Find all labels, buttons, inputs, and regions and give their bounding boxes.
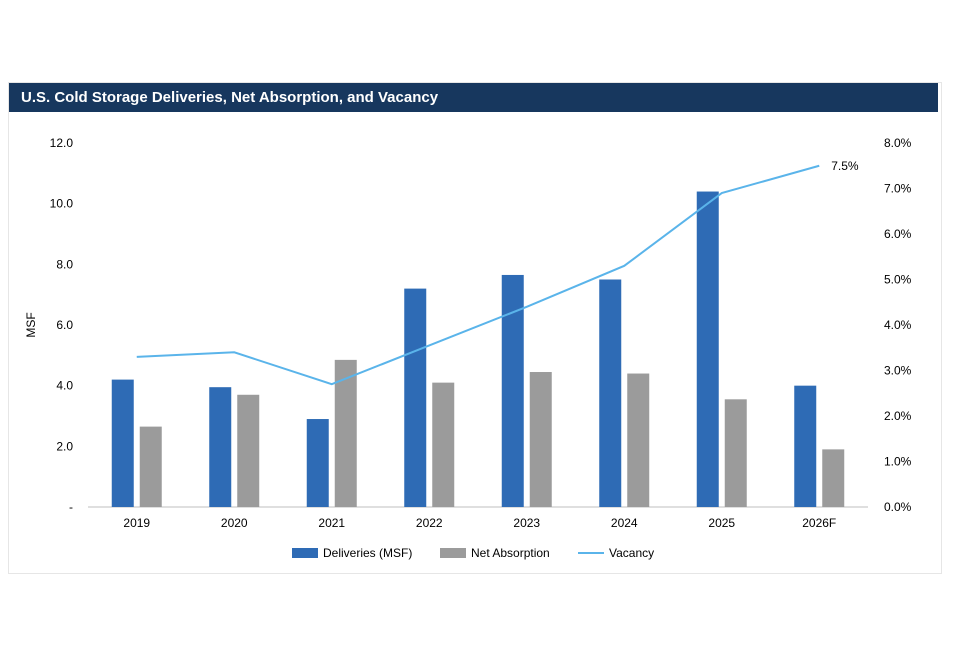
right-tick-label: 5.0% [884, 273, 912, 287]
bar-deliveries-msf-2026F [794, 385, 817, 507]
vacancy-line [136, 164, 820, 386]
bar-net-absorption-2026F [822, 449, 845, 507]
bar-deliveries-msf-2019 [111, 379, 134, 507]
left-tick-label: 10.0 [50, 197, 74, 211]
right-tick-label: 7.0% [884, 182, 912, 196]
x-tick-label: 2020 [221, 516, 248, 530]
left-tick-label: 4.0 [56, 379, 73, 393]
x-tick-label: 2026F [802, 516, 836, 530]
legend-label: Deliveries (MSF) [323, 546, 412, 560]
right-tick-label: 6.0% [884, 227, 912, 241]
right-tick-label: 8.0% [884, 136, 912, 150]
right-tick-label: 3.0% [884, 364, 912, 378]
right-axis-ticks: 0.0% 1.0% 2.0% 3.0% 4.0% 5.0% 6.0% 7.0% 8.0% [884, 136, 912, 514]
x-tick-label: 2023 [513, 516, 540, 530]
bar-deliveries-msf-2022 [404, 288, 427, 507]
bar-deliveries-msf-2023 [501, 274, 524, 507]
bar-net-absorption-2023 [529, 372, 552, 507]
left-tick-label: 6.0 [56, 318, 73, 332]
vacancy-annotation: 7.5% [831, 159, 859, 173]
bar-deliveries-msf-2024 [599, 279, 622, 507]
x-tick-label: 2025 [708, 516, 735, 530]
bar-deliveries-msf-2020 [209, 387, 232, 507]
right-tick-label: 2.0% [884, 409, 912, 423]
left-tick-label: 2.0 [56, 439, 73, 453]
legend-swatch [440, 548, 466, 558]
right-tick-label: 0.0% [884, 500, 912, 514]
x-tick-label: 2019 [123, 516, 150, 530]
left-axis-ticks: - 2.0 4.0 6.0 8.0 10.0 12.0 [50, 136, 74, 514]
bar-net-absorption-2021 [334, 359, 357, 507]
legend: Deliveries (MSF) Net Absorption Vacancy [292, 546, 654, 560]
left-tick-label: - [69, 500, 73, 514]
right-tick-label: 1.0% [884, 455, 912, 469]
bar-net-absorption-2020 [237, 394, 260, 507]
right-tick-label: 4.0% [884, 318, 912, 332]
chart-title: U.S. Cold Storage Deliveries, Net Absorp… [9, 83, 938, 112]
bar-net-absorption-2024 [627, 373, 650, 507]
line-group [136, 164, 820, 386]
legend-swatch [292, 548, 318, 558]
legend-label: Vacancy [609, 546, 654, 560]
bar-net-absorption-2025 [724, 399, 747, 507]
bar-net-absorption-2022 [432, 382, 455, 507]
left-tick-label: 8.0 [56, 257, 73, 271]
bar-deliveries-msf-2025 [696, 191, 719, 508]
x-tick-label: 2022 [416, 516, 443, 530]
bar-net-absorption-2019 [139, 426, 162, 507]
bars-group [111, 191, 845, 508]
legend-label: Net Absorption [471, 546, 550, 560]
left-tick-label: 12.0 [50, 136, 74, 150]
y-axis-label: MSF [24, 312, 38, 337]
x-tick-label: 2024 [611, 516, 638, 530]
x-axis-ticks: 2019 2020 2021 2022 2023 2024 2025 2026F [123, 516, 836, 530]
x-tick-label: 2021 [318, 516, 345, 530]
bar-deliveries-msf-2021 [306, 419, 329, 507]
